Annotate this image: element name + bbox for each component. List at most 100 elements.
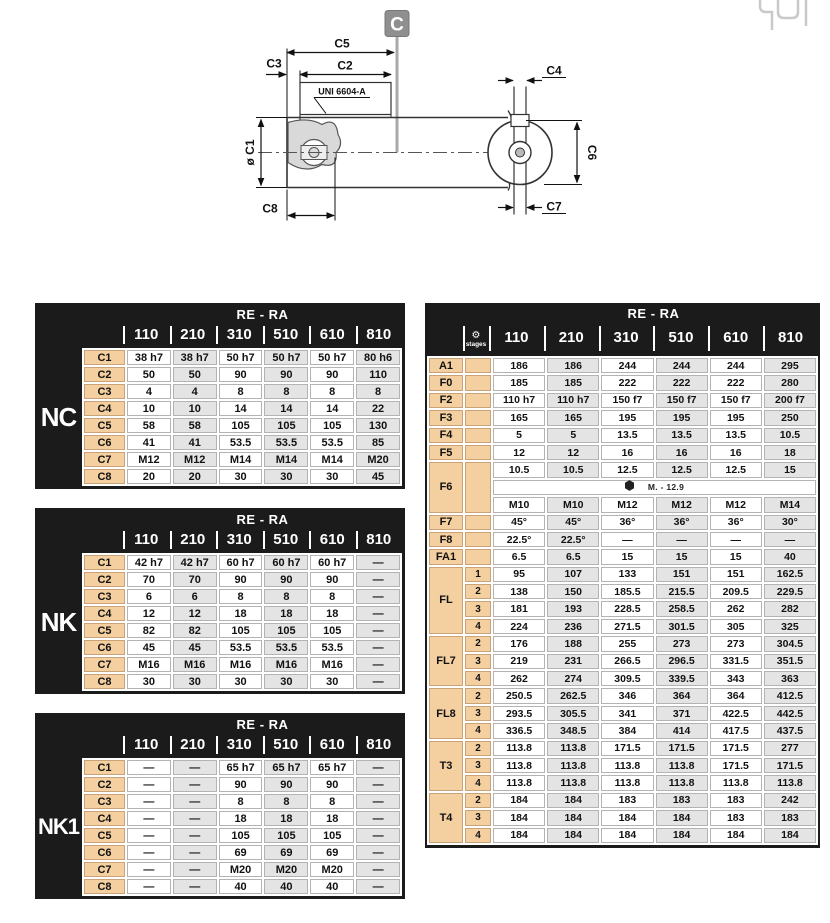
table-cell: 185 xyxy=(493,375,546,391)
table-cell: M20 xyxy=(310,862,355,877)
table-cell: 4 xyxy=(172,384,217,399)
table-cell: 110 xyxy=(356,367,400,382)
table-cell: 184 xyxy=(547,792,600,809)
column-header: 110 xyxy=(123,324,170,348)
stage-cell xyxy=(465,427,491,443)
table-cell: 113.8 xyxy=(709,775,762,791)
table-cell: 8 xyxy=(264,794,309,809)
key-standard-label: UNI 6604-A xyxy=(318,87,366,97)
table-cell: 171.5 xyxy=(709,757,762,774)
dim-c8: C8 xyxy=(262,202,278,216)
table-cell: 45° xyxy=(547,514,600,530)
row-label: C3 xyxy=(84,384,125,399)
table-cell: 10.5 xyxy=(547,462,600,478)
table-cell: 273 xyxy=(655,636,708,652)
dim-c4: C4 xyxy=(546,64,562,78)
table-cell: 6 xyxy=(172,589,217,604)
table-cell: 53.5 xyxy=(310,435,355,450)
table-cell: 30 xyxy=(127,674,171,689)
stage-cell xyxy=(465,549,491,565)
column-header: 610 xyxy=(309,324,356,348)
table-cell: 12 xyxy=(493,444,546,461)
table-cell: M16 xyxy=(264,657,309,672)
table-cell: — xyxy=(356,862,400,877)
table-cell: 280 xyxy=(763,375,816,391)
stage-cell: 1 xyxy=(465,566,491,583)
table-cell: M14 xyxy=(264,452,309,467)
table-cell: 90 xyxy=(218,777,263,792)
table-cell: 231 xyxy=(547,653,600,670)
table-cell: 105 xyxy=(310,418,355,433)
stage-cell xyxy=(465,392,491,409)
row-label: F0 xyxy=(429,375,463,391)
table-cell: 113.8 xyxy=(655,775,708,791)
table-cell: M12 xyxy=(601,497,654,513)
column-header: 810 xyxy=(763,323,818,356)
table-cell: 171.5 xyxy=(601,740,654,756)
table-cell: 181 xyxy=(493,601,546,617)
table-cell: — xyxy=(356,777,400,792)
table-cell: 30 xyxy=(264,674,309,689)
row-label: F2 xyxy=(429,392,463,409)
table-cell: 8 xyxy=(356,384,400,399)
dim-c2: C2 xyxy=(337,59,353,73)
table-cell: 262 xyxy=(709,601,762,617)
table-cell: 364 xyxy=(709,688,762,704)
table-cell: — xyxy=(356,589,400,604)
stage-cell xyxy=(465,375,491,391)
row-label: T4 xyxy=(429,792,463,843)
table-cell: 442.5 xyxy=(763,705,816,722)
table-cell: 45 xyxy=(356,469,400,484)
table-cell: 12.5 xyxy=(655,462,708,478)
table-cell: M12 xyxy=(709,497,762,513)
table-cell: — xyxy=(356,623,400,638)
dimension-table-NK: RE - RA 110 210 310 510 610 810 C1 42 h7 42 h7 60 … xyxy=(35,508,405,694)
table-cell: 250 xyxy=(763,410,816,426)
table-cell: 282 xyxy=(763,601,816,617)
table-cell: 331.5 xyxy=(709,653,762,670)
table-cell: 10.5 xyxy=(763,427,816,443)
table-cell: 244 xyxy=(655,358,708,374)
stage-cell xyxy=(465,358,491,374)
column-header: 110 xyxy=(489,323,544,356)
table-cell: — xyxy=(172,794,217,809)
table-cell: 273 xyxy=(709,636,762,652)
table-cell: 274 xyxy=(547,671,600,687)
table-cell: 277 xyxy=(763,740,816,756)
column-header: 610 xyxy=(309,529,356,553)
table-cell: 222 xyxy=(601,375,654,391)
stage-cell xyxy=(465,444,491,461)
table-cell: 309.5 xyxy=(601,671,654,687)
row-label: FA1 xyxy=(429,549,463,565)
row-label: T3 xyxy=(429,740,463,791)
row-label: F7 xyxy=(429,514,463,530)
table-cell: 40 xyxy=(264,879,309,894)
table-cell: 45 xyxy=(127,640,171,655)
table-cell: 305.5 xyxy=(547,705,600,722)
table-cell: 113.8 xyxy=(493,757,546,774)
gearbox-corner-icon xyxy=(758,0,808,30)
table-cell: 348.5 xyxy=(547,723,600,739)
table-cell: 90 xyxy=(264,572,309,587)
table-cell: 82 xyxy=(172,623,217,638)
table-cell: — xyxy=(127,760,171,775)
section-badge xyxy=(384,10,410,37)
table-cell: M12 xyxy=(127,452,171,467)
table-cell: 82 xyxy=(127,623,171,638)
dimension-table-NC: RE - RA 110 210 310 510 610 810 C1 38 h7 38 h7 50 … xyxy=(35,303,405,489)
table-cell: 184 xyxy=(493,810,546,826)
stage-cell xyxy=(465,531,491,548)
stage-cell: 2 xyxy=(465,792,491,809)
table-cell: 8 xyxy=(264,384,309,399)
table-cell: 50 xyxy=(127,367,171,382)
table-cell: 18 xyxy=(310,811,355,826)
row-label: F6 xyxy=(429,462,463,513)
stage-cell: 4 xyxy=(465,723,491,739)
table-cell: 176 xyxy=(493,636,546,652)
table-cell: 80 h6 xyxy=(356,350,400,365)
table-cell: 162.5 xyxy=(763,566,816,583)
table-cell: 185 xyxy=(547,375,600,391)
table-cell: 8 xyxy=(218,384,263,399)
table-cell: 5 xyxy=(547,427,600,443)
table-cell: 90 xyxy=(218,572,263,587)
